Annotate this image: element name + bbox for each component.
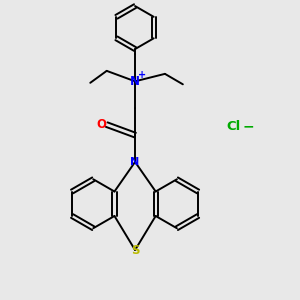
Text: −: − <box>242 119 254 133</box>
Text: O: O <box>96 118 106 131</box>
Text: +: + <box>138 70 146 80</box>
Text: N: N <box>130 75 140 88</box>
Text: Cl: Cl <box>226 120 241 133</box>
Text: S: S <box>131 244 139 256</box>
Text: N: N <box>130 157 140 167</box>
